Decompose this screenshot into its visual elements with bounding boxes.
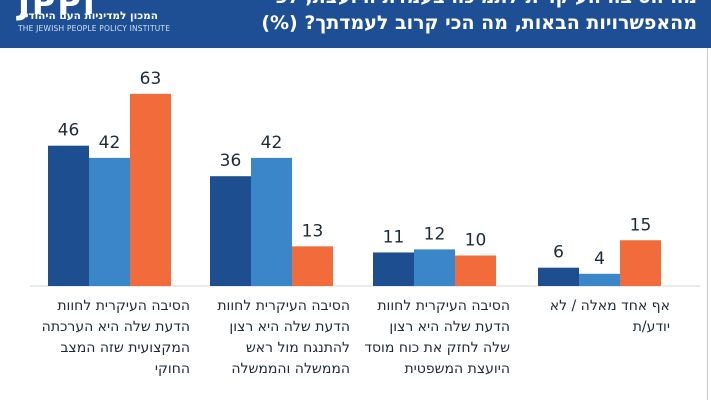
- chart-area: 46 42 63 36 42 13 11 12 10 6 4 15 הסיבה העיקרית לחו…: [0, 48, 711, 400]
- data-label-series-mid-cat-3: 12: [424, 224, 446, 244]
- bar-chart: 46 42 63 36 42 13 11 12 10 6 4 15: [30, 69, 700, 287]
- data-label-series-orange-cat-1: 63: [140, 69, 162, 89]
- data-label-series-dark-cat-4: 6: [553, 243, 564, 263]
- bar-series-orange-cat-2: [292, 246, 333, 286]
- data-label-series-orange-cat-3: 10: [465, 231, 487, 251]
- bar-series-dark-cat-4: [538, 267, 579, 286]
- category-label-3: הסיבה העיקרית לחוות הדעת שלה היא רצון של…: [364, 298, 510, 377]
- logo-hebrew-name: המכון למדיניות העם היהודי: [25, 10, 158, 22]
- data-label-series-dark-cat-1: 46: [58, 121, 80, 141]
- category-label-1: הסיבה העיקרית לחוות הדעת שלה היא הערכתה …: [41, 298, 190, 377]
- bar-series-dark-cat-2: [210, 176, 251, 286]
- data-label-series-mid-cat-2: 42: [261, 133, 283, 153]
- edge-divider: [707, 48, 708, 400]
- bar-series-mid-cat-1: [89, 157, 130, 286]
- data-label-series-orange-cat-2: 13: [302, 221, 324, 241]
- bar-series-mid-cat-3: [414, 249, 455, 286]
- bar-series-orange-cat-1: [130, 93, 171, 286]
- bar-series-mid-cat-4: [579, 273, 620, 286]
- data-label-series-dark-cat-3: 11: [383, 227, 405, 247]
- chart-title-line-1: מה הסיבה העיקרית לתמיכה בעמדת היועצת, לפ…: [137, 0, 697, 8]
- category-label-4: אף אחד מאלה / לא יודע/ת: [549, 298, 670, 335]
- bar-series-dark-cat-1: [48, 145, 89, 286]
- data-label-series-mid-cat-4: 4: [594, 249, 605, 269]
- category-label-2: הסיבה העיקרית לחוות הדעת שלה היא רצון לה…: [217, 298, 350, 377]
- bar-series-mid-cat-2: [251, 157, 292, 286]
- bar-series-orange-cat-4: [620, 240, 661, 286]
- header-banner: JPPI המכון למדיניות העם היהודי THE JEWIS…: [0, 0, 711, 48]
- bar-series-orange-cat-3: [455, 255, 496, 286]
- logo-english-name: THE JEWISH PEOPLE POLICY INSTITUTE: [18, 24, 171, 33]
- data-label-series-dark-cat-2: 36: [220, 151, 242, 171]
- logo-mark: JPPI: [18, 0, 97, 22]
- data-label-series-orange-cat-4: 15: [630, 215, 652, 235]
- chart-title-line-2: מהאפשרויות הבאות, מה הכי קרוב לעמדתך? (%…: [261, 12, 697, 34]
- data-label-series-mid-cat-1: 42: [99, 133, 121, 153]
- bar-series-dark-cat-3: [373, 252, 414, 286]
